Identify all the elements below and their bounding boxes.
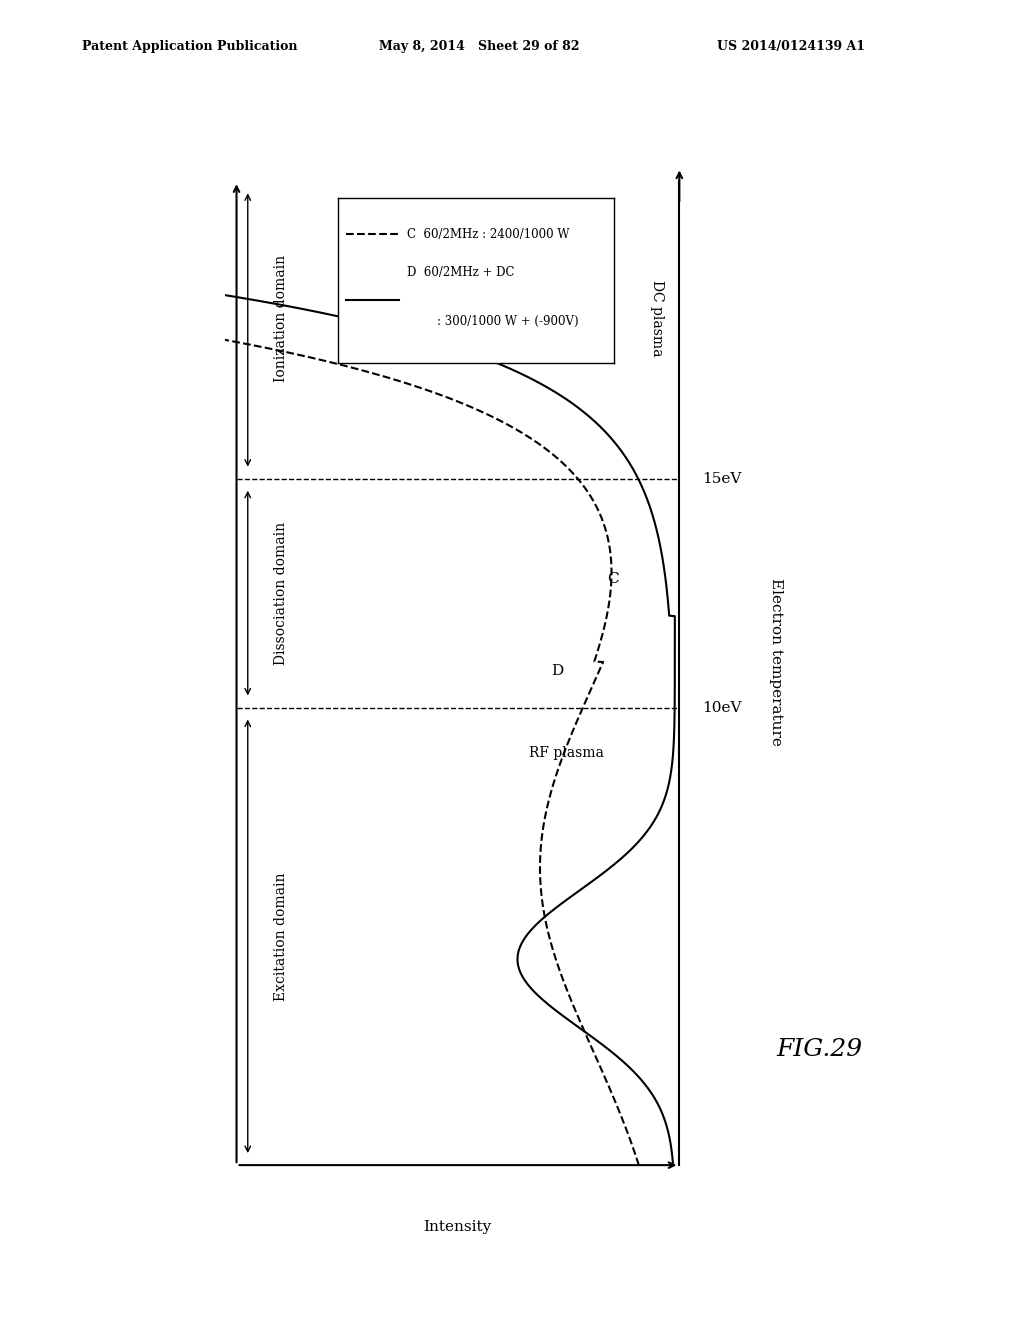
Text: Intensity: Intensity bbox=[423, 1220, 490, 1234]
Text: C: C bbox=[607, 573, 620, 586]
Text: D  60/2MHz + DC: D 60/2MHz + DC bbox=[408, 265, 514, 279]
Text: Patent Application Publication: Patent Application Publication bbox=[82, 40, 297, 53]
Text: Excitation domain: Excitation domain bbox=[274, 873, 289, 1001]
Text: : 300/1000 W + (-900V): : 300/1000 W + (-900V) bbox=[408, 315, 579, 329]
Text: Dissociation domain: Dissociation domain bbox=[274, 521, 289, 665]
Text: Electron temperature: Electron temperature bbox=[769, 578, 783, 746]
Text: D: D bbox=[551, 664, 563, 678]
Text: C  60/2MHz : 2400/1000 W: C 60/2MHz : 2400/1000 W bbox=[408, 228, 569, 240]
Text: 15eV: 15eV bbox=[701, 471, 741, 486]
Text: US 2014/0124139 A1: US 2014/0124139 A1 bbox=[717, 40, 865, 53]
Text: RF plasma: RF plasma bbox=[528, 746, 603, 760]
Text: FIG.29: FIG.29 bbox=[776, 1038, 862, 1061]
Text: May 8, 2014   Sheet 29 of 82: May 8, 2014 Sheet 29 of 82 bbox=[379, 40, 580, 53]
Text: Ionization domain: Ionization domain bbox=[274, 255, 289, 381]
Text: 10eV: 10eV bbox=[701, 701, 741, 714]
Text: DC plasma: DC plasma bbox=[650, 280, 664, 356]
